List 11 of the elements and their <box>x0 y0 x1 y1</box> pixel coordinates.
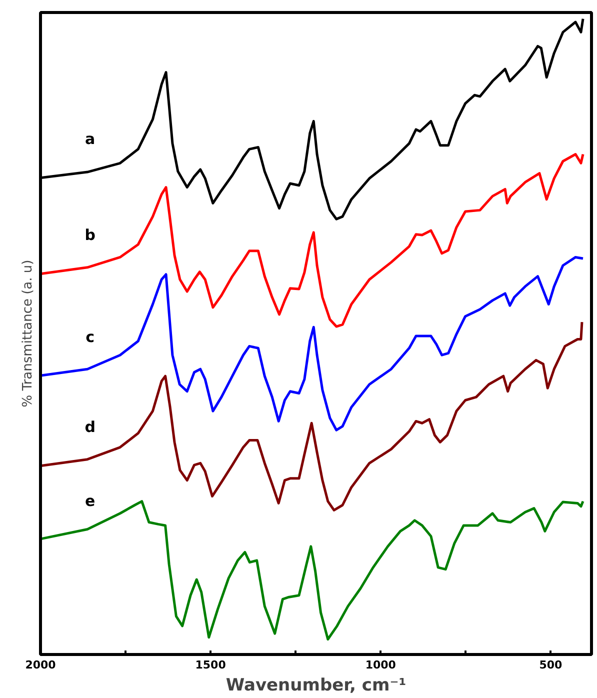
x-tick-label: 2000 <box>25 658 56 672</box>
series-label: e <box>85 492 96 510</box>
series-label: d <box>84 418 96 436</box>
series-label: c <box>86 328 95 346</box>
series-label: b <box>84 226 96 244</box>
series-label: a <box>85 130 96 148</box>
x-axis-title: Wavenumber, cm⁻¹ <box>226 676 406 696</box>
x-tick-label: 1000 <box>365 658 396 672</box>
x-tick-label: 500 <box>539 658 563 672</box>
x-tick-label: 1500 <box>195 658 226 672</box>
y-axis-title: % Transmittance (a. u) <box>20 260 36 408</box>
